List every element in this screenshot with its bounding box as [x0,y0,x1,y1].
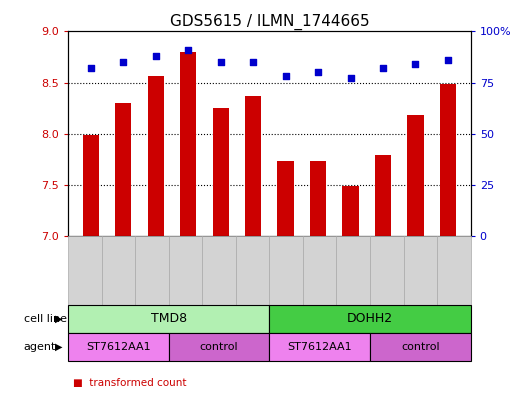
Point [411,61,419,67]
Title: GDS5615 / ILMN_1744665: GDS5615 / ILMN_1744665 [169,14,369,30]
Text: ■  transformed count: ■ transformed count [73,378,187,388]
Text: agent: agent [24,342,56,352]
Point [119,59,128,65]
Text: ▶: ▶ [55,314,62,324]
Point [86,65,95,72]
Text: control: control [200,342,238,352]
Bar [245,96,261,236]
Point [444,57,452,63]
Bar [343,186,359,236]
Point [184,47,192,53]
Bar [440,84,456,236]
Bar [407,115,424,236]
Text: TMD8: TMD8 [151,312,187,325]
Bar [147,76,164,236]
Bar [310,161,326,236]
Point [152,53,160,59]
Bar [212,108,229,236]
Point [249,59,257,65]
Text: ▶: ▶ [55,342,62,352]
Point [379,65,387,72]
Text: cell line: cell line [24,314,66,324]
Text: ST7612AA1: ST7612AA1 [287,342,352,352]
Bar [375,155,391,236]
Bar [83,135,99,236]
Point [314,69,322,75]
Point [281,73,290,79]
Point [346,75,355,82]
Point [217,59,225,65]
Bar [278,161,294,236]
Text: control: control [401,342,440,352]
Text: ST7612AA1: ST7612AA1 [86,342,151,352]
Bar [180,52,196,236]
Bar [115,103,131,236]
Text: DOHH2: DOHH2 [347,312,393,325]
